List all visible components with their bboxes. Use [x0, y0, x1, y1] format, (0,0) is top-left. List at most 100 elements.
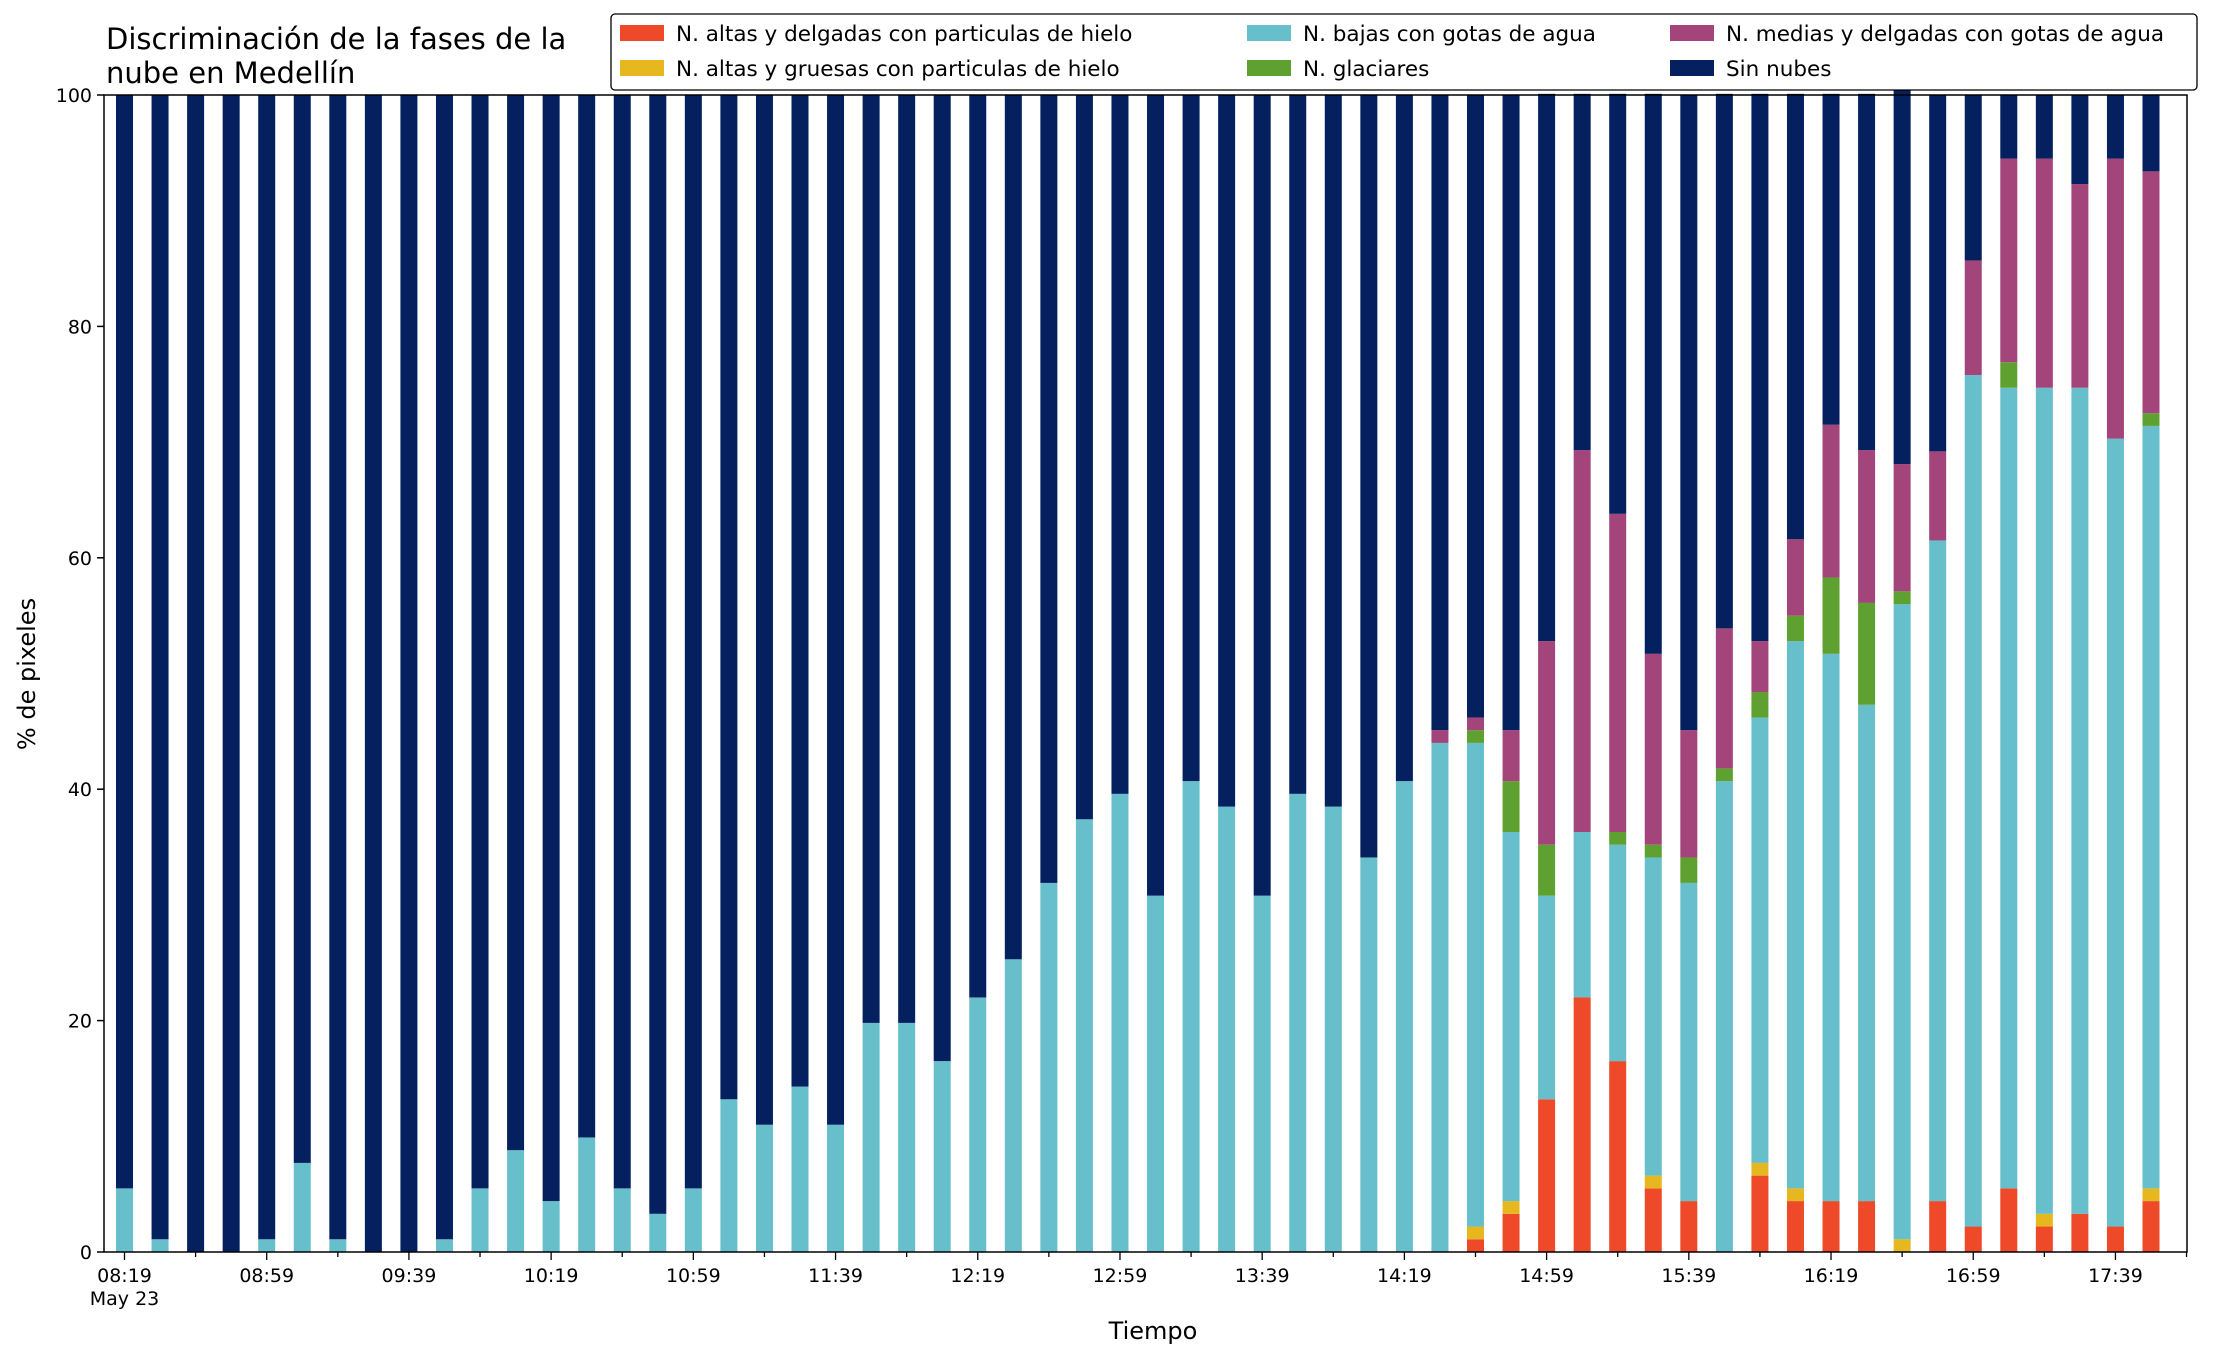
legend-swatch	[620, 25, 664, 41]
legend: N. altas y delgadas con particulas de hi…	[610, 13, 2198, 91]
bar-segment	[2071, 184, 2089, 388]
bar-segment	[2071, 95, 2089, 185]
x-tick-label: 09:39	[382, 1265, 437, 1287]
bar-segment	[1822, 653, 1840, 1202]
bar-segment	[1751, 93, 1769, 642]
x-tick-label: 10:59	[666, 1265, 721, 1287]
bar-segment	[613, 95, 631, 1189]
bar-segment	[1858, 93, 1876, 451]
bar-segment	[684, 1188, 702, 1252]
bar-segment	[471, 1188, 489, 1252]
bar-segment	[969, 997, 987, 1252]
x-axis-label: Tiempo	[1108, 1317, 1198, 1345]
x-tick-label: 08:19	[97, 1265, 152, 1287]
bar-segment	[2035, 158, 2053, 388]
bar-segment	[293, 1162, 311, 1252]
legend-swatch	[1670, 60, 1714, 76]
legend-label: N. medias y delgadas con gotas de agua	[1726, 22, 2164, 47]
bar-segment	[258, 95, 276, 1240]
legend-swatch	[1670, 25, 1714, 41]
bar-segment	[791, 1086, 809, 1252]
bar-segment	[1786, 1201, 1804, 1252]
bars-group	[116, 82, 2160, 1252]
bar-segment	[1786, 539, 1804, 616]
bar-segment	[1253, 895, 1271, 1252]
bar-segment	[1644, 844, 1662, 858]
bar-segment	[1431, 742, 1449, 1252]
legend-label: N. glaciares	[1303, 57, 1429, 82]
x-tick-label: 16:59	[1946, 1265, 2001, 1287]
x-tick-label: 12:59	[1093, 1265, 1148, 1287]
bar-segment	[1360, 95, 1378, 858]
bar-segment	[329, 1239, 347, 1252]
bar-segment	[1858, 602, 1876, 705]
bar-segment	[1680, 95, 1698, 731]
bar-segment	[2000, 387, 2018, 1189]
bar-segment	[720, 95, 738, 1100]
bar-segment	[720, 1099, 738, 1252]
bar-segment	[1751, 1162, 1769, 1176]
bar-segment	[435, 1239, 453, 1252]
bar-segment	[578, 1137, 596, 1252]
bar-segment	[1040, 882, 1058, 1252]
plot-frame	[103, 94, 2188, 1253]
bar-segment	[2000, 1188, 2018, 1252]
bar-segment	[1040, 95, 1058, 883]
bar-segment	[1893, 1239, 1911, 1252]
bar-segment	[649, 95, 667, 1214]
bar-segment	[2142, 1201, 2160, 1252]
bar-segment	[258, 1239, 276, 1252]
bar-segment	[1680, 882, 1698, 1202]
bar-segment	[1644, 93, 1662, 654]
bar-segment	[1467, 742, 1484, 1227]
bar-segment	[1858, 704, 1876, 1202]
bar-segment	[1502, 1213, 1520, 1252]
bar-segment	[1680, 730, 1698, 858]
bar-segment	[1289, 793, 1307, 1252]
legend-label: Sin nubes	[1726, 57, 1831, 82]
bar-segment	[2000, 362, 2018, 388]
bar-segment	[1929, 540, 1947, 1202]
bar-segment	[1609, 1061, 1627, 1252]
bar-segment	[1182, 781, 1200, 1252]
bar-segment	[116, 95, 133, 1189]
bar-segment	[2106, 438, 2124, 1227]
bar-segment	[1395, 95, 1413, 782]
bar-segment	[1289, 95, 1307, 794]
y-tick-label: 100	[56, 85, 92, 107]
bar-segment	[2071, 1213, 2089, 1252]
bar-segment	[898, 1022, 916, 1252]
bar-segment	[649, 1213, 667, 1252]
bar-segment	[2035, 1226, 2053, 1252]
bar-segment	[2035, 1213, 2053, 1227]
x-tick-label: 14:19	[1377, 1265, 1432, 1287]
bar-segment	[1573, 450, 1591, 833]
chart-title-line-1: Discriminación de la fases de la	[106, 22, 566, 56]
x-tick-label: 14:59	[1519, 1265, 1574, 1287]
bar-segment	[1715, 93, 1733, 629]
bar-segment	[898, 95, 916, 1023]
bar-segment	[1822, 93, 1840, 425]
x-date-label: May 23	[90, 1288, 160, 1310]
bar-segment	[1893, 82, 1911, 465]
bar-segment	[1680, 857, 1698, 883]
bar-segment	[1964, 260, 1982, 375]
bar-segment	[1822, 1201, 1840, 1252]
bar-segment	[1893, 591, 1911, 605]
y-axis: 0 20 40 60 80 100	[56, 85, 104, 1264]
bar-segment	[1218, 95, 1236, 807]
bar-segment	[1218, 806, 1236, 1252]
bar-segment	[1502, 95, 1520, 731]
chart-title-line-2: nube en Medellín	[106, 56, 355, 90]
bar-segment	[507, 1150, 525, 1252]
bar-segment	[933, 1061, 951, 1252]
bar-segment	[755, 1124, 773, 1252]
bar-segment	[1431, 95, 1449, 731]
bar-segment	[1751, 692, 1769, 718]
y-tick-label: 40	[68, 779, 92, 801]
bar-segment	[1253, 95, 1271, 896]
bar-segment	[1538, 641, 1556, 845]
bar-segment	[1573, 832, 1591, 998]
bar-segment	[1786, 641, 1804, 1189]
bar-segment	[2142, 171, 2160, 414]
